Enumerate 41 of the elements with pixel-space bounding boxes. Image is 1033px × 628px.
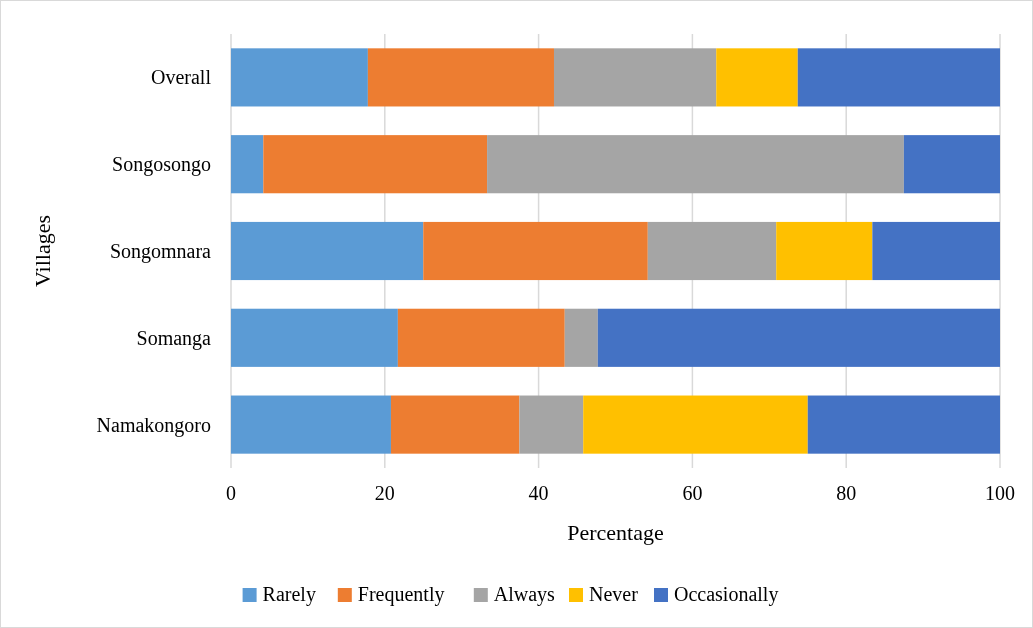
bar xyxy=(519,395,584,454)
bar xyxy=(807,395,1000,454)
bar xyxy=(390,395,520,454)
bar xyxy=(423,221,648,281)
x-tick-label: 80 xyxy=(836,482,857,504)
bar xyxy=(872,221,1000,281)
bar xyxy=(231,48,368,107)
bar xyxy=(231,221,424,281)
bar xyxy=(564,308,598,367)
x-axis-title: Percentage xyxy=(567,520,664,545)
y-tick-label: Songomnara xyxy=(109,240,212,263)
legend-label: Frequently xyxy=(357,583,445,606)
y-tick-label: Namakongoro xyxy=(96,413,211,437)
bar xyxy=(797,48,1000,107)
legend-label: Occasionally xyxy=(674,583,779,606)
y-tick-label: Somanga xyxy=(136,326,212,350)
bar xyxy=(231,308,398,367)
bar xyxy=(776,221,873,281)
y-tick-label: Overall xyxy=(151,66,212,89)
bar xyxy=(231,135,264,194)
y-tick-label: Songosongo xyxy=(112,153,211,177)
x-tick-label: 100 xyxy=(985,482,1015,504)
bar xyxy=(903,135,1000,194)
legend-label: Always xyxy=(493,583,556,606)
bar xyxy=(647,221,777,281)
x-tick-label: 0 xyxy=(226,482,236,504)
bar xyxy=(716,48,798,107)
y-axis-title: Villages xyxy=(30,215,55,287)
bar xyxy=(397,308,565,367)
legend-label: Rarely xyxy=(262,583,316,606)
x-tick-label: 60 xyxy=(682,482,703,504)
bar xyxy=(231,395,391,454)
x-tick-label: 40 xyxy=(528,482,549,504)
bar xyxy=(367,48,554,107)
x-tick-label: 20 xyxy=(374,482,395,504)
bar xyxy=(263,135,488,194)
bar xyxy=(487,135,904,194)
bar xyxy=(553,48,717,107)
bar xyxy=(583,395,808,454)
legend-label: Never xyxy=(589,583,639,605)
bar xyxy=(597,308,1000,367)
